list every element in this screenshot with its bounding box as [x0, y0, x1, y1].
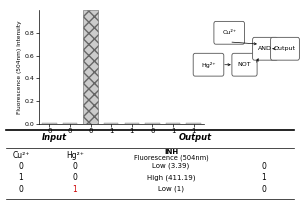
- FancyBboxPatch shape: [214, 21, 244, 44]
- Bar: [166, 123, 180, 124]
- Text: NOT: NOT: [238, 62, 251, 67]
- Bar: [83, 10, 98, 124]
- Bar: [104, 123, 118, 124]
- Text: 1: 1: [262, 173, 266, 182]
- Text: 0: 0: [73, 162, 77, 171]
- Text: Low (1): Low (1): [158, 186, 184, 192]
- Bar: [145, 123, 160, 124]
- Text: 0: 0: [73, 173, 77, 182]
- Text: 0: 0: [19, 162, 23, 171]
- Bar: [42, 123, 56, 124]
- FancyBboxPatch shape: [271, 37, 299, 60]
- FancyBboxPatch shape: [232, 53, 257, 76]
- Bar: [124, 123, 139, 124]
- Text: 0: 0: [19, 185, 23, 194]
- Text: 1: 1: [73, 185, 77, 194]
- FancyBboxPatch shape: [193, 53, 224, 76]
- Text: Output: Output: [274, 46, 296, 51]
- Y-axis label: Fluorescence (504nm) Intensity: Fluorescence (504nm) Intensity: [17, 20, 22, 114]
- Text: 0: 0: [262, 162, 266, 171]
- Text: High (411.19): High (411.19): [147, 174, 195, 181]
- Text: Output: Output: [178, 133, 212, 142]
- FancyBboxPatch shape: [253, 37, 278, 60]
- Text: Input: Input: [41, 133, 67, 142]
- Text: Fluorescence (504nm): Fluorescence (504nm): [134, 154, 208, 161]
- Text: 1: 1: [19, 173, 23, 182]
- Text: Cu²⁺: Cu²⁺: [222, 30, 236, 35]
- Text: Hg²⁺: Hg²⁺: [66, 151, 84, 160]
- Text: INH: INH: [164, 149, 178, 155]
- Bar: [63, 123, 77, 124]
- Text: AND: AND: [258, 46, 272, 51]
- Text: Hg²⁺: Hg²⁺: [201, 62, 216, 68]
- Text: Cu²⁺: Cu²⁺: [12, 151, 30, 160]
- Text: 0: 0: [262, 185, 266, 194]
- Bar: [187, 123, 201, 124]
- Text: Low (3.39): Low (3.39): [152, 163, 190, 169]
